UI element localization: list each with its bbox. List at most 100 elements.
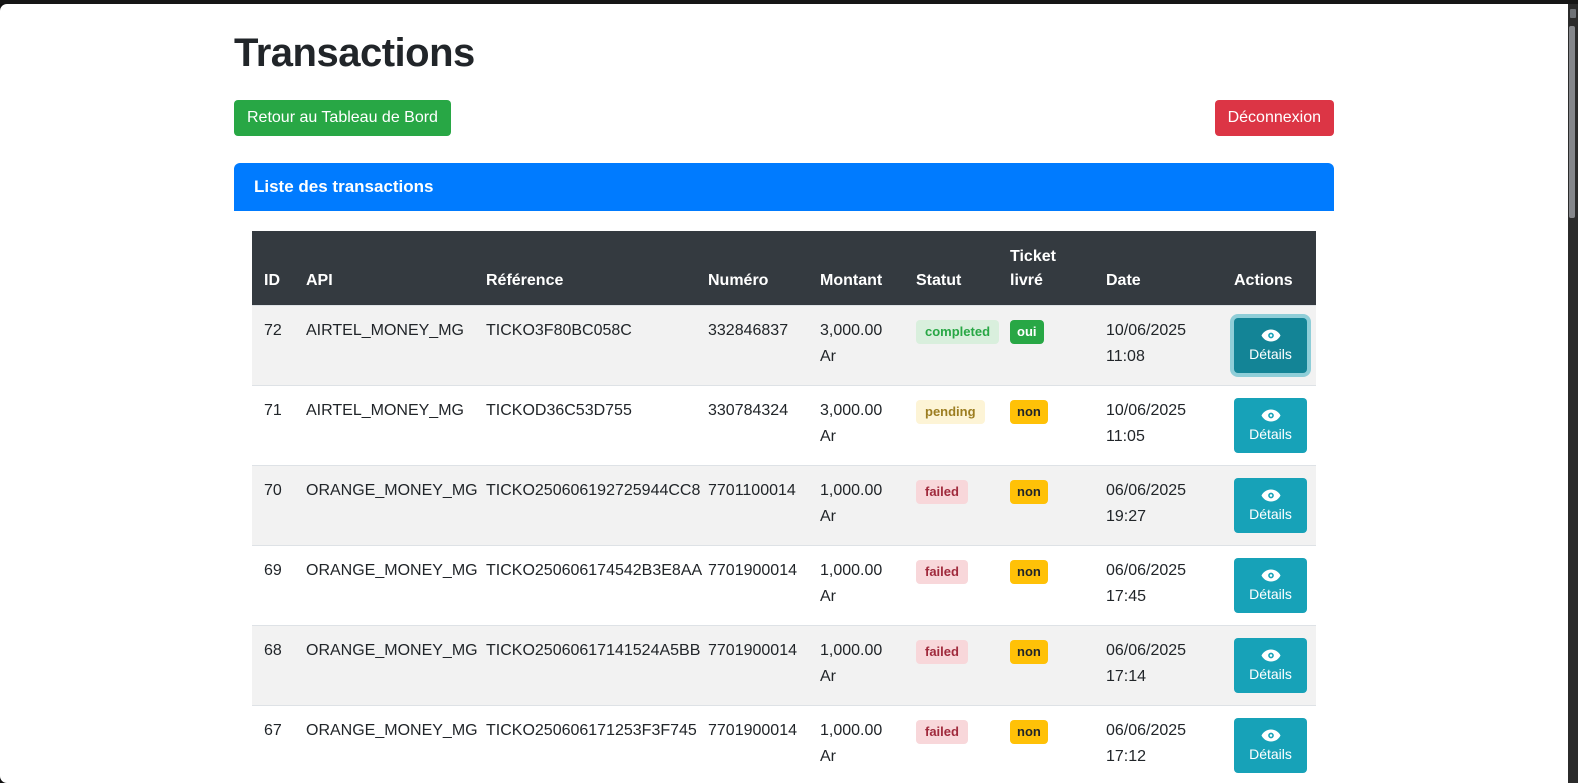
- cell-id: 69: [252, 544, 294, 625]
- cell-actions: Détails: [1222, 384, 1316, 465]
- amount: 1,000.00 Ar: [820, 721, 883, 765]
- phone-number: 7701100014: [708, 481, 796, 499]
- details-button-label: Détails: [1249, 666, 1292, 682]
- scrollbar[interactable]: [1568, 4, 1578, 783]
- transaction-id: 68: [264, 641, 282, 659]
- transaction-id: 69: [264, 561, 282, 579]
- amount: 3,000.00 Ar: [820, 401, 883, 445]
- cell-api: ORANGE_MONEY_MG: [294, 544, 478, 625]
- table-header-row: ID API Référence Numéro Montant Statut Ticket …: [252, 231, 1316, 305]
- cell-api: ORANGE_MONEY_MG: [294, 624, 478, 705]
- ticket-delivered-badge: non: [1010, 399, 1048, 424]
- cell-ticket: non: [998, 704, 1094, 783]
- details-button[interactable]: Détails: [1234, 717, 1307, 773]
- details-button[interactable]: Détails: [1234, 477, 1307, 533]
- reference-code: TICKOD36C53D755: [486, 401, 632, 419]
- table-row: 70 ORANGE_MONEY_MG TICKO250606192725944C…: [252, 464, 1316, 545]
- cell-ticket: oui: [998, 304, 1094, 385]
- cell-date: 06/06/2025 19:27: [1094, 464, 1222, 545]
- cell-numero: 7701900014: [696, 544, 808, 625]
- eye-icon: [1261, 408, 1281, 423]
- phone-number: 332846837: [708, 321, 789, 339]
- cell-date: 06/06/2025 17:12: [1094, 704, 1222, 783]
- cell-actions: Détails: [1222, 544, 1316, 625]
- phone-number: 7701900014: [708, 721, 797, 739]
- cell-numero: 330784324: [696, 384, 808, 465]
- cell-reference: TICKO3F80BC058C: [474, 304, 696, 385]
- ticket-delivered-badge: non: [1010, 639, 1048, 664]
- cell-ticket: non: [998, 624, 1094, 705]
- cell-statut: failed: [904, 544, 998, 625]
- ticket-delivered-badge: non: [1010, 479, 1048, 504]
- cell-reference: TICKO250606192725944CC8: [474, 464, 700, 545]
- cell-statut: failed: [904, 464, 998, 545]
- table-row: 69 ORANGE_MONEY_MG TICKO250606174542B3E8…: [252, 544, 1316, 625]
- cell-reference: TICKOD36C53D755: [474, 384, 696, 465]
- status-badge: failed: [916, 559, 968, 584]
- cell-montant: 1,000.00 Ar: [808, 464, 904, 545]
- page-title: Transactions: [234, 31, 475, 75]
- cell-numero: 332846837: [696, 304, 808, 385]
- eye-icon: [1261, 568, 1281, 583]
- details-button-label: Détails: [1249, 746, 1292, 762]
- phone-number: 7701900014: [708, 641, 797, 659]
- details-button-label: Détails: [1249, 506, 1292, 522]
- reference-code: TICKO250606171253F3F745: [486, 721, 697, 739]
- cell-montant: 1,000.00 Ar: [808, 544, 904, 625]
- column-header-reference: Référence: [474, 231, 696, 305]
- column-header-api: API: [294, 231, 474, 305]
- details-button[interactable]: Détails: [1234, 317, 1307, 373]
- date-time: 10/06/2025 11:05: [1106, 401, 1187, 445]
- cell-api: AIRTEL_MONEY_MG: [294, 304, 474, 385]
- eye-icon: [1261, 728, 1281, 743]
- amount: 1,000.00 Ar: [820, 481, 883, 525]
- date-time: 06/06/2025 17:12: [1106, 721, 1187, 765]
- page: Transactions Retour au Tableau de Bord D…: [0, 4, 1568, 783]
- table-row: 68 ORANGE_MONEY_MG TICKO25060617141524A5…: [252, 624, 1316, 705]
- eye-icon: [1261, 488, 1281, 503]
- status-badge: pending: [916, 399, 985, 424]
- cell-numero: 7701900014: [696, 624, 808, 705]
- cell-date: 06/06/2025 17:45: [1094, 544, 1222, 625]
- cell-actions: Détails: [1222, 624, 1316, 705]
- transactions-card: Liste des transactions ID API Référence Num…: [234, 163, 1334, 783]
- details-button[interactable]: Détails: [1234, 557, 1307, 613]
- date-time: 06/06/2025 17:14: [1106, 641, 1187, 685]
- cell-actions: Détails: [1222, 704, 1316, 783]
- eye-icon: [1261, 648, 1281, 663]
- api-name: ORANGE_MONEY_MG: [306, 561, 478, 579]
- cell-id: 68: [252, 624, 294, 705]
- column-header-statut: Statut: [904, 231, 998, 305]
- details-button[interactable]: Détails: [1234, 637, 1307, 693]
- cell-statut: failed: [904, 704, 998, 783]
- details-button[interactable]: Détails: [1234, 397, 1307, 453]
- card-header-title: Liste des transactions: [234, 163, 1334, 211]
- table-row: 71 AIRTEL_MONEY_MG TICKOD36C53D755 33078…: [252, 384, 1316, 465]
- date-time: 10/06/2025 11:08: [1106, 321, 1187, 365]
- scrollbar-thumb[interactable]: [1569, 26, 1575, 218]
- cell-reference: TICKO250606174542B3E8AA: [474, 544, 702, 625]
- logout-button[interactable]: Déconnexion: [1214, 100, 1334, 136]
- cell-date: 06/06/2025 17:14: [1094, 624, 1222, 705]
- cell-date: 10/06/2025 11:08: [1094, 304, 1222, 385]
- reference-code: TICKO250606192725944CC8: [486, 481, 701, 499]
- cell-montant: 3,000.00 Ar: [808, 304, 904, 385]
- cell-montant: 1,000.00 Ar: [808, 624, 904, 705]
- status-badge: failed: [916, 639, 968, 664]
- scrollbar-up-arrow[interactable]: [1570, 9, 1576, 18]
- ticket-delivered-badge: non: [1010, 719, 1048, 744]
- amount: 3,000.00 Ar: [820, 321, 883, 365]
- cell-reference: TICKO250606171253F3F745: [474, 704, 697, 783]
- api-name: AIRTEL_MONEY_MG: [306, 401, 464, 419]
- table-row: 72 AIRTEL_MONEY_MG TICKO3F80BC058C 33284…: [252, 304, 1316, 385]
- cell-id: 67: [252, 704, 294, 783]
- api-name: AIRTEL_MONEY_MG: [306, 321, 464, 339]
- back-to-dashboard-button[interactable]: Retour au Tableau de Bord: [234, 100, 451, 136]
- cell-statut: failed: [904, 624, 998, 705]
- api-name: ORANGE_MONEY_MG: [306, 721, 478, 739]
- column-header-numero: Numéro: [696, 231, 808, 305]
- reference-code: TICKO25060617141524A5BB: [486, 641, 701, 659]
- reference-code: TICKO250606174542B3E8AA: [486, 561, 703, 579]
- cell-id: 71: [252, 384, 294, 465]
- cell-actions: Détails: [1222, 464, 1316, 545]
